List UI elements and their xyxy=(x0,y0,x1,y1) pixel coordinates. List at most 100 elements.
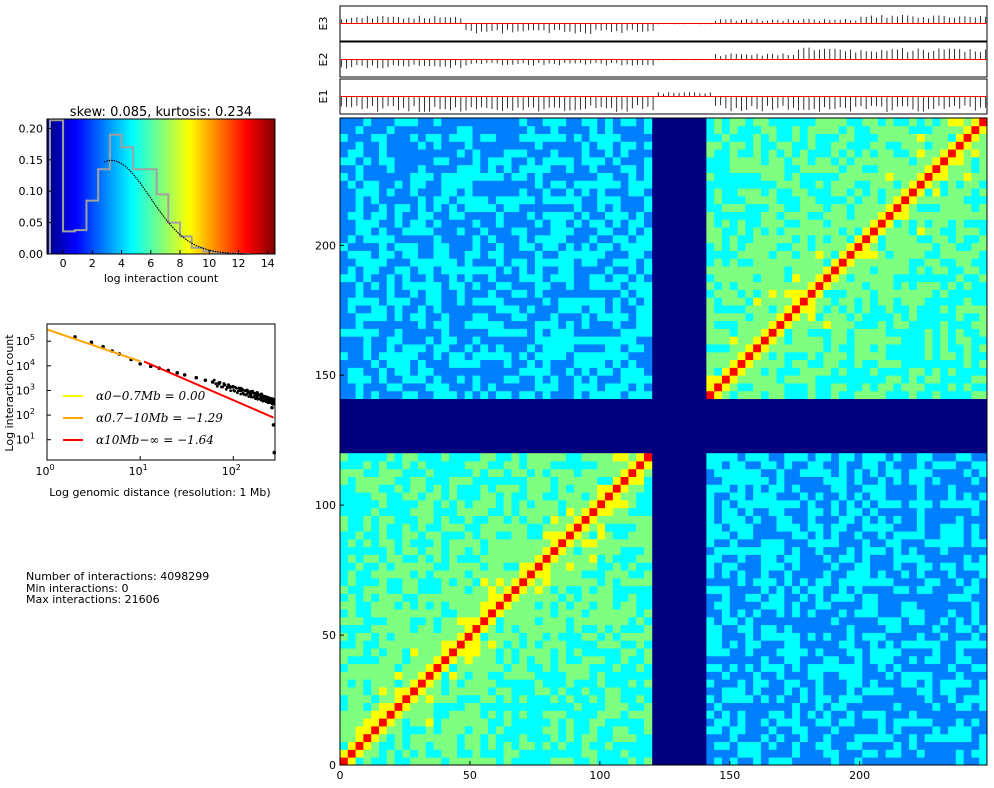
heatmap-cell xyxy=(371,570,380,579)
heatmap-cell xyxy=(753,546,762,555)
heatmap-cell xyxy=(363,336,372,345)
heatmap-cell xyxy=(877,484,887,493)
heatmap-cell xyxy=(706,609,715,618)
heatmap-cell xyxy=(534,281,544,290)
heatmap-cell xyxy=(566,531,575,540)
heatmap-cell xyxy=(589,367,598,376)
heatmap-cell xyxy=(784,601,793,610)
heatmap-cell xyxy=(901,609,910,618)
heatmap-cell xyxy=(963,710,972,719)
heatmap-cell xyxy=(737,336,746,345)
heatmap-cell xyxy=(340,687,349,696)
heatmap-cell xyxy=(799,523,809,532)
heatmap-cell xyxy=(417,344,427,353)
heatmap-cell xyxy=(371,328,380,337)
heatmap-cell xyxy=(776,336,785,345)
heatmap-cell xyxy=(503,531,512,540)
heatmap-cell xyxy=(807,484,816,493)
heatmap-cell xyxy=(768,297,777,306)
heatmap-cell xyxy=(456,538,466,548)
heatmap-cell xyxy=(534,757,544,766)
heatmap-cell xyxy=(495,616,505,626)
heatmap-cell xyxy=(971,258,980,267)
heatmap-cell xyxy=(433,601,442,610)
heatmap-cell xyxy=(916,632,926,641)
heatmap-cell xyxy=(862,305,871,314)
heatmap-cell xyxy=(979,367,988,376)
heatmap-cell xyxy=(932,546,941,555)
heatmap-cell xyxy=(768,351,777,361)
heatmap-cell xyxy=(729,328,738,337)
heatmap-cell xyxy=(620,749,629,758)
heatmap-cell xyxy=(441,749,450,758)
heatmap-cell xyxy=(558,320,567,329)
heatmap-cell xyxy=(386,305,395,314)
heatmap-cell xyxy=(862,351,871,361)
track-label: E3 xyxy=(317,17,330,31)
heatmap-cell xyxy=(566,577,575,587)
heatmap-cell xyxy=(503,484,512,493)
heatmap-cell xyxy=(862,344,871,353)
heatmap-cell xyxy=(425,258,434,267)
heatmap-cell xyxy=(854,663,863,672)
heatmap-cell xyxy=(760,741,770,750)
heatmap-cell xyxy=(940,577,949,587)
heatmap-cell xyxy=(519,609,528,618)
heatmap-cell xyxy=(566,694,575,704)
heatmap-cell xyxy=(753,328,762,337)
heatmap-cell xyxy=(628,281,637,290)
heatmap-cell xyxy=(589,484,598,493)
decay-point xyxy=(215,384,219,388)
heatmap-cell xyxy=(511,289,520,298)
heatmap-cell xyxy=(815,546,824,555)
heatmap-cell xyxy=(971,671,980,680)
heatmap-cell xyxy=(924,687,933,696)
heatmap-cell xyxy=(566,757,575,766)
heatmap-cell xyxy=(511,484,520,493)
heatmap-cell xyxy=(433,359,442,368)
heatmap-cell xyxy=(971,273,980,283)
decay-xtick-exponent: 1 xyxy=(143,463,148,472)
heatmap-cell xyxy=(558,577,567,587)
heatmap-cell xyxy=(488,375,497,384)
heatmap-cell xyxy=(955,710,965,719)
heatmap-cell xyxy=(784,453,793,462)
heatmap-cell xyxy=(776,390,785,400)
heatmap-cell xyxy=(425,718,434,727)
heatmap-cell xyxy=(799,328,809,337)
heatmap-cell xyxy=(706,718,715,727)
heatmap-cell xyxy=(433,757,442,766)
heatmap-cell xyxy=(955,648,965,657)
heatmap-cell xyxy=(815,281,824,290)
heatmap-cell xyxy=(644,632,653,641)
heatmap-cell xyxy=(605,281,614,290)
heatmap-cell xyxy=(573,492,583,501)
heatmap-cell xyxy=(386,694,395,704)
heatmap-cell xyxy=(870,383,879,392)
heatmap-cell xyxy=(792,687,801,696)
heatmap-cell xyxy=(573,632,583,641)
heatmap-cell xyxy=(480,390,489,400)
heatmap-cell xyxy=(644,577,653,587)
heatmap-cell xyxy=(706,554,715,563)
heatmap-cell xyxy=(846,757,855,766)
heatmap-cell xyxy=(612,336,622,345)
heatmap-cell xyxy=(706,616,715,626)
heatmap-cell xyxy=(503,585,512,594)
decay-ytick-exponent: 4 xyxy=(30,358,35,367)
heatmap-cell xyxy=(644,523,653,532)
heatmap-cell xyxy=(776,640,785,649)
heatmap-cell xyxy=(605,297,614,306)
heatmap-cell xyxy=(511,383,520,392)
heatmap-cell xyxy=(955,546,965,555)
heatmap-cell xyxy=(620,273,629,283)
heatmap-cell xyxy=(893,320,902,329)
heatmap-cell xyxy=(831,499,840,509)
heatmap-cell xyxy=(581,733,590,743)
heatmap-cell xyxy=(823,694,832,704)
heatmap-cell xyxy=(799,702,809,711)
heatmap-cell xyxy=(488,266,497,275)
heatmap-cell xyxy=(784,351,793,361)
heatmap-cell xyxy=(495,640,505,649)
heatmap-cell xyxy=(386,648,395,657)
